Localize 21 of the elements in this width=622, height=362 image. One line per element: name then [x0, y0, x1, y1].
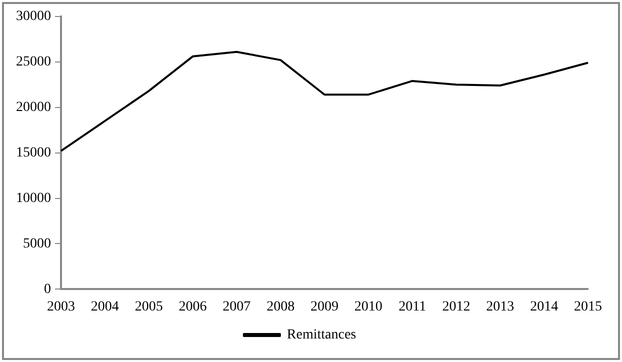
y-tick-label: 20000: [16, 100, 51, 116]
x-tick-label: 2006: [178, 299, 207, 314]
x-tick-label: 2007: [222, 299, 251, 314]
y-tick-label: 15000: [16, 145, 51, 160]
x-tick-label: 2008: [266, 299, 295, 314]
x-tick-label: 2009: [310, 299, 338, 314]
y-tick-label: 0: [44, 282, 51, 297]
x-tick-label: 2013: [486, 299, 514, 314]
x-tick-label: 2003: [47, 299, 75, 314]
x-tick-label: 2014: [530, 299, 558, 314]
x-tick-label: 2012: [442, 299, 470, 314]
y-tick-label: 10000: [16, 190, 51, 206]
y-tick-label: 25000: [16, 54, 51, 70]
y-tick-label: 5000: [23, 236, 51, 252]
y-tick-label: 30000: [16, 9, 51, 24]
x-tick-label: 2005: [134, 299, 163, 314]
legend-label: Remittances: [286, 328, 356, 343]
x-tick-label: 2010: [354, 299, 382, 314]
x-tick-label: 2004: [90, 299, 119, 314]
x-tick-label: 2015: [574, 299, 602, 314]
x-tick-label: 2011: [398, 299, 426, 314]
